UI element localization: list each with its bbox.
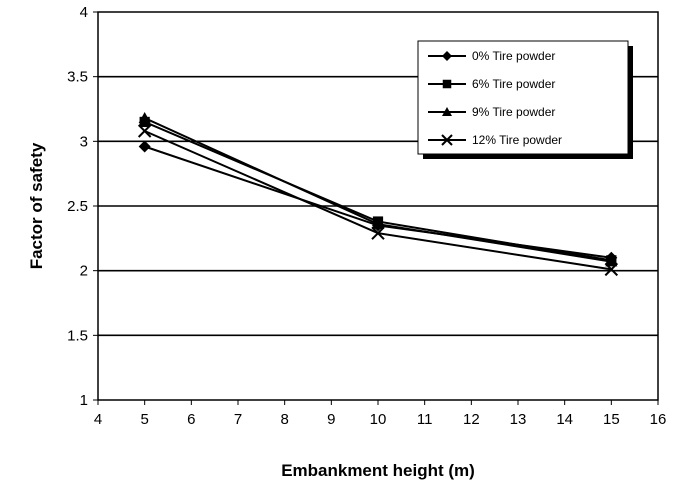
legend-label: 9% Tire powder [472, 105, 555, 119]
y-tick-label: 2 [80, 263, 88, 280]
y-tick-label: 3 [80, 133, 88, 150]
legend-box [417, 40, 629, 155]
legend: 0% Tire powder 6% Tire powder 9% Tire powd… [417, 40, 633, 159]
x-tick-label: 16 [650, 411, 667, 428]
x-tick-label: 11 [417, 411, 433, 428]
marker-triangle [138, 112, 151, 123]
x-tick-label: 6 [187, 411, 195, 428]
marker-triangle [442, 107, 452, 116]
marker-x-stroke [441, 134, 453, 146]
legend-item: 0% Tire powder [428, 49, 555, 63]
marker-x-stroke [137, 124, 152, 138]
x-tick-label: 5 [140, 411, 148, 428]
legend-item: 6% Tire powder [428, 77, 555, 91]
legend-label: 6% Tire powder [472, 77, 555, 91]
legend-label: 12% Tire powder [472, 133, 562, 147]
series-triangle [138, 112, 618, 267]
marker-diamond [138, 140, 151, 153]
legend-item: 9% Tire powder [428, 105, 555, 119]
y-axis-title: Factor of safety [27, 142, 46, 269]
x-axis-ticks: 4 5 6 7 8 9 10 11 12 13 14 15 16 [94, 400, 667, 428]
x-tick-label: 7 [234, 411, 242, 428]
marker-x-stroke [604, 262, 619, 277]
y-tick-label: 1.5 [67, 327, 88, 344]
y-tick-label: 2.5 [67, 198, 88, 215]
x-tick-label: 9 [327, 411, 335, 428]
marker-x-stroke [371, 226, 385, 240]
marker-x [604, 262, 619, 277]
marker-square [442, 79, 452, 89]
marker-x [137, 124, 152, 138]
x-axis-title: Embankment height (m) [281, 461, 475, 480]
y-axis-ticks: 1 1.5 2 2.5 3 3.5 4 [67, 4, 98, 409]
x-tick-label: 13 [510, 411, 527, 428]
series-line [144, 145, 612, 259]
marker-x [441, 134, 453, 146]
legend-label: 0% Tire powder [472, 49, 555, 63]
marker-diamond [442, 51, 452, 61]
marker-x [371, 226, 385, 240]
y-tick-label: 4 [80, 4, 88, 21]
marker-triangle [605, 255, 618, 267]
x-tick-label: 14 [556, 411, 573, 428]
series-x [137, 124, 619, 277]
x-tick-label: 10 [370, 411, 387, 428]
x-tick-label: 12 [463, 411, 480, 428]
legend-item: 12% Tire powder [428, 133, 562, 147]
x-tick-label: 4 [94, 411, 102, 428]
y-tick-label: 3.5 [67, 69, 88, 86]
series-group [137, 112, 619, 277]
y-tick-label: 1 [80, 392, 88, 409]
marker-triangle [372, 218, 384, 229]
x-tick-label: 15 [603, 411, 620, 428]
x-tick-label: 8 [280, 411, 288, 428]
